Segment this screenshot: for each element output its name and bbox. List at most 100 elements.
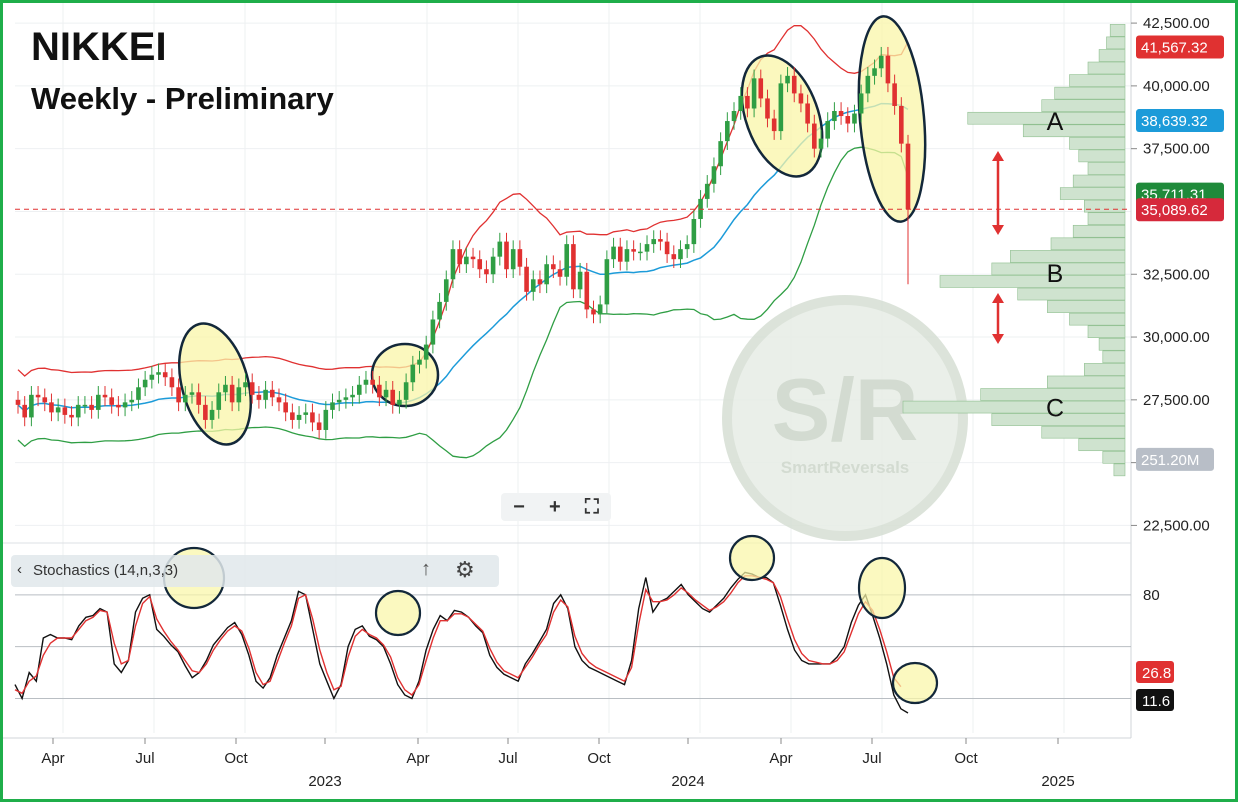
- zoom-out-button[interactable]: −: [513, 495, 525, 518]
- candle-body: [69, 414, 74, 418]
- candle-body: [584, 271, 590, 310]
- stochastics-panel-header: ‹ Stochastics (14,n,3,3) ↑ ⚙: [11, 555, 499, 587]
- candle-body: [725, 121, 730, 142]
- volume-profile-bar: [991, 413, 1126, 426]
- zoom-controls: − + ⛶: [501, 493, 611, 521]
- candle-body: [410, 364, 416, 383]
- candle-body: [22, 404, 27, 418]
- candle-body: [223, 384, 228, 393]
- candle-body: [203, 404, 208, 420]
- candle-body: [577, 271, 583, 290]
- candle-body: [457, 249, 462, 265]
- stoch-highlight-ellipse: [374, 589, 422, 637]
- candle-body: [49, 402, 54, 413]
- stoch-highlight-ellipse: [891, 661, 939, 705]
- stoch-value-tag: [1136, 661, 1174, 683]
- volume-profile-bar: [1059, 187, 1126, 200]
- candle-body: [397, 399, 402, 405]
- candle-body: [310, 412, 315, 423]
- candle-body: [437, 301, 442, 320]
- candle-body: [236, 387, 242, 403]
- candle-body: [617, 246, 623, 262]
- volume-profile-bar: [1087, 325, 1126, 339]
- candle-body: [771, 118, 777, 132]
- time-axis-label: Apr: [769, 750, 792, 767]
- volume-profile-bar: [1054, 86, 1126, 100]
- candle-body: [377, 384, 382, 398]
- zoom-in-button[interactable]: +: [548, 495, 561, 518]
- candle-body: [29, 394, 34, 418]
- candle-body: [55, 407, 61, 413]
- candle-body: [644, 244, 650, 252]
- chevron-left-icon[interactable]: ‹: [17, 561, 22, 578]
- volume-profile-bar: [1041, 99, 1126, 112]
- candle-body: [591, 309, 596, 315]
- volume-profile-bar: [1102, 451, 1126, 464]
- candle-body: [323, 409, 329, 430]
- arrow-head-down: [992, 334, 1004, 344]
- stoch-value-tag: [1136, 689, 1174, 711]
- candle-body: [283, 402, 288, 413]
- volume-profile-bar: [1102, 350, 1126, 364]
- candle-body: [564, 244, 570, 277]
- candle-body: [651, 239, 657, 245]
- candle-body: [537, 279, 543, 285]
- candle-body: [109, 397, 114, 405]
- candle-body: [169, 377, 175, 388]
- candle-body: [290, 412, 295, 420]
- candle-body: [731, 111, 737, 122]
- volume-profile-bar: [1084, 363, 1126, 376]
- candle-body: [189, 392, 195, 395]
- candle-body: [256, 394, 262, 400]
- volume-profile-bar: [1078, 438, 1126, 452]
- candle-body: [209, 409, 215, 420]
- candle-body: [350, 394, 355, 398]
- time-axis-label: 2025: [1041, 773, 1074, 790]
- time-axis-label: Oct: [224, 750, 248, 767]
- candle-body: [136, 387, 141, 400]
- candle-body: [182, 394, 188, 403]
- watermark-circle: [722, 295, 968, 541]
- candle-body: [597, 304, 603, 315]
- volume-profile-bar: [1072, 174, 1126, 188]
- candle-body: [510, 249, 516, 270]
- candle-body: [638, 251, 643, 254]
- gear-icon[interactable]: ⚙: [455, 557, 475, 582]
- price-tag-label: 41,567.32: [1141, 40, 1208, 57]
- chart-title: NIKKEI: [31, 25, 167, 69]
- candle-body: [122, 402, 128, 408]
- candle-body: [551, 264, 556, 270]
- chart-subtitle: Weekly - Preliminary: [31, 81, 334, 116]
- volume-profile-bar: [1098, 338, 1126, 351]
- volume-profile-bar: [991, 262, 1126, 276]
- highlight-ellipse: [370, 342, 440, 408]
- volume-profile-bar: [967, 111, 1126, 125]
- candle-body: [417, 359, 422, 365]
- candle-body: [450, 249, 456, 280]
- candle-body: [370, 379, 375, 385]
- price-axis-label: 22,500.00: [1143, 517, 1210, 534]
- candle-body: [102, 394, 108, 398]
- candle-body: [825, 121, 830, 139]
- volume-profile-bar: [1109, 24, 1126, 37]
- volume-profile-bar: [1069, 137, 1126, 150]
- candle-body: [296, 414, 302, 420]
- candle-body: [390, 389, 396, 405]
- candle-body: [62, 407, 68, 415]
- candle-body: [798, 93, 804, 104]
- candle-body: [363, 379, 369, 385]
- stoch-k-line: [14, 571, 909, 714]
- zone-label-C: C: [1046, 394, 1064, 422]
- fit-screen-button[interactable]: ⛶: [584, 495, 599, 518]
- volume-profile-bar: [1069, 312, 1126, 326]
- stoch-value-label: 11.6: [1142, 693, 1170, 710]
- volume-profile-bar: [1050, 237, 1126, 251]
- price-axis-label: 32,500.00: [1143, 266, 1210, 283]
- candle-body: [430, 319, 436, 345]
- stoch-d-line: [14, 575, 902, 696]
- zone-label-B: B: [1047, 260, 1064, 288]
- arrow-up-icon[interactable]: ↑: [421, 558, 431, 580]
- candle-body: [343, 397, 349, 400]
- candle-body: [82, 404, 88, 407]
- candle-body: [631, 249, 636, 252]
